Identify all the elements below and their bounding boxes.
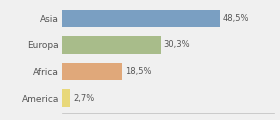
- Bar: [62, 63, 122, 80]
- Text: 18,5%: 18,5%: [125, 67, 151, 76]
- Text: 30,3%: 30,3%: [164, 40, 190, 49]
- Bar: [62, 36, 161, 54]
- Bar: [62, 90, 71, 107]
- Bar: [62, 10, 220, 27]
- Text: 2,7%: 2,7%: [73, 94, 94, 103]
- Text: 48,5%: 48,5%: [223, 14, 249, 23]
